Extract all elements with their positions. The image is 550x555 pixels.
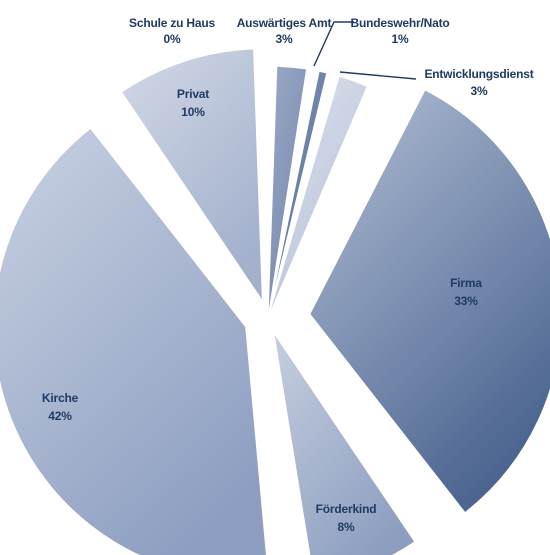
slice-value-auswartiges-amt: 3%: [276, 32, 293, 46]
leader-line-bundeswehr-nato: [313, 21, 354, 67]
slice-label-kirche: Kirche: [42, 391, 79, 405]
pie-slice-auswartiges-amt: [267, 65, 308, 319]
slice-value-privat: 10%: [181, 105, 205, 119]
slice-label-schule-zu-haus: Schule zu Haus: [129, 16, 215, 30]
slice-value-entwicklungsdienst: 3%: [471, 84, 488, 98]
slice-label-bundeswehr-nato: Bundeswehr/Nato: [350, 16, 449, 30]
slice-labels: Auswärtiges Amt 3% Bundeswehr/Nato 1% Entwic…: [42, 16, 534, 534]
pie-slice-kirche: [0, 127, 267, 555]
pie-slice-forderkind: [273, 332, 416, 555]
pie-slice-bundeswehr-nato: [267, 70, 328, 319]
slice-label-privat: Privat: [177, 87, 209, 101]
pie-slice-entwicklungsdienst: [267, 75, 368, 319]
slice-value-firma: 33%: [454, 294, 478, 308]
slice-label-firma: Firma: [450, 276, 482, 290]
slice-label-auswartiges-amt: Auswärtiges Amt: [237, 16, 332, 30]
slice-value-schule-zu-haus: 0%: [164, 32, 181, 46]
leader-lines: [313, 21, 417, 80]
pie-slice-firma: [309, 89, 550, 514]
slice-value-forderkind: 8%: [338, 520, 355, 534]
slices-layer: [0, 48, 550, 555]
pie-slice-privat: [120, 48, 263, 303]
slice-value-kirche: 42%: [48, 409, 72, 423]
slice-label-forderkind: Förderkind: [316, 502, 377, 516]
slice-label-entwicklungsdienst: Entwicklungsdienst: [424, 67, 533, 81]
slice-value-bundeswehr-nato: 1%: [392, 32, 409, 46]
leader-line-entwicklungsdienst: [339, 71, 417, 80]
